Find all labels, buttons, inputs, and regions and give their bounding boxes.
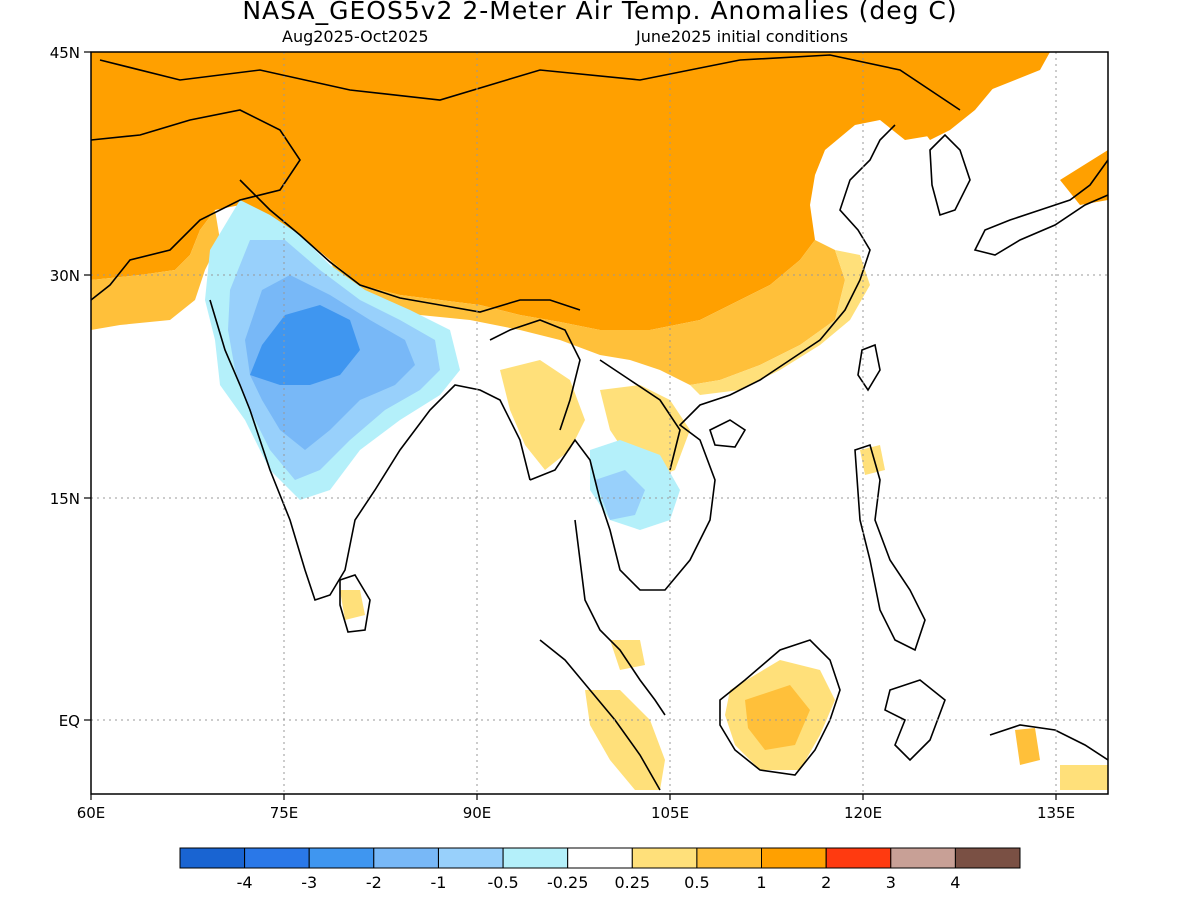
anomaly-region-warm-8: [600, 385, 690, 480]
colorbar-swatch-1: [179, 847, 246, 869]
coastline-korea-japan: [929, 133, 971, 217]
coastline-japan: [973, 159, 1108, 256]
coastlines: [91, 54, 1108, 791]
colorbar-swatch-13: [954, 847, 1021, 869]
anomaly-region-warm-14: [1060, 765, 1108, 790]
anomaly-region-warm-16: [340, 590, 365, 620]
colorbar-swatch-9: [696, 847, 763, 869]
colorbar-swatch-10: [761, 847, 827, 869]
forecast-period: Aug2025-Oct2025: [282, 27, 429, 46]
colorbar-label-6: -0.25: [547, 873, 588, 892]
colorbar-label-3: -2: [366, 873, 382, 892]
lat-label-15n: 15N: [50, 490, 80, 508]
anomaly-region-warm-15: [1015, 728, 1040, 765]
colorbar-swatch-6: [502, 847, 569, 869]
colorbar-label-1: -4: [237, 873, 253, 892]
colorbar-label-5: -0.5: [487, 873, 518, 892]
colorbar-swatch-5: [438, 847, 504, 869]
map-frame: [90, 51, 1109, 795]
gridlines: [91, 52, 1108, 794]
border-himalaya: [239, 179, 581, 313]
anomaly-region-warm-2: [91, 210, 220, 330]
colorbar-label-2: -3: [301, 873, 317, 892]
colorbar-label-12: 4: [950, 873, 960, 892]
chart-title: NASA_GEOS5v2 2-Meter Air Temp. Anomalies…: [242, 0, 958, 25]
lon-label-75e: 75E: [270, 804, 299, 822]
colorbar-label-7: 0.25: [614, 873, 650, 892]
colorbar: -4 -3 -2 -1 -0.5 -0.25 0.25 0.5 1 2 3 4: [179, 847, 1021, 892]
colorbar-label-10: 2: [821, 873, 831, 892]
anomaly-region-warm-11: [745, 685, 810, 750]
coastline-taiwan: [857, 343, 881, 392]
anomaly-region-cool-4: [250, 305, 360, 385]
lon-label-120e: 120E: [844, 804, 882, 822]
border-laos-vietnam: [599, 359, 681, 471]
anomaly-region-warm-9: [860, 445, 885, 475]
initial-conditions: June2025 initial conditions: [636, 27, 849, 46]
border-myanmar: [489, 319, 581, 431]
coastline-hainan: [709, 419, 747, 448]
anomaly-region-warm-1: [91, 52, 1050, 330]
lon-label-90e: 90E: [463, 804, 492, 822]
coastline-sumatra: [539, 639, 661, 791]
colorbar-swatch-7: [567, 847, 633, 869]
border-china-north: [99, 54, 961, 111]
lon-label-60e: 60E: [77, 804, 106, 822]
anomaly-region-warm-5: [1060, 150, 1108, 205]
lon-label-135e: 135E: [1037, 804, 1075, 822]
anomaly-region-warm-7: [500, 360, 585, 470]
colorbar-swatch-11: [825, 847, 892, 869]
anomaly-region-warm-13: [610, 640, 645, 670]
coastline-sulawesi: [884, 679, 946, 762]
coastline-indochina: [529, 124, 896, 591]
lat-label-45n: 45N: [50, 44, 80, 62]
coastline-philippines: [854, 443, 926, 652]
coastline-malay-peninsula: [574, 519, 666, 716]
colorbar-swatch-8: [631, 847, 698, 869]
coastline-sri-lanka: [339, 574, 371, 633]
lat-label-eq: EQ: [59, 712, 80, 730]
colorbar-swatch-4: [373, 847, 439, 869]
colorbar-label-9: 1: [756, 873, 766, 892]
colorbar-label-8: 0.5: [684, 873, 709, 892]
anomaly-field: [91, 52, 1108, 794]
lon-label-105e: 105E: [651, 804, 689, 822]
tick-marks: [84, 51, 1057, 800]
colorbar-swatch-2: [244, 847, 310, 869]
colorbar-label-4: -1: [431, 873, 447, 892]
lat-label-30n: 30N: [50, 267, 80, 285]
colorbar-swatch-12: [890, 847, 956, 869]
anomaly-region-cool-6: [595, 470, 645, 520]
anomaly-region-warm-6: [910, 60, 1000, 140]
coastline-india: [209, 299, 531, 602]
anomaly-region-warm-3: [330, 240, 845, 385]
coastline-new-guinea: [989, 724, 1108, 761]
colorbar-swatch-3: [308, 847, 375, 869]
border-central-asia: [91, 109, 301, 301]
colorbar-label-11: 3: [886, 873, 896, 892]
